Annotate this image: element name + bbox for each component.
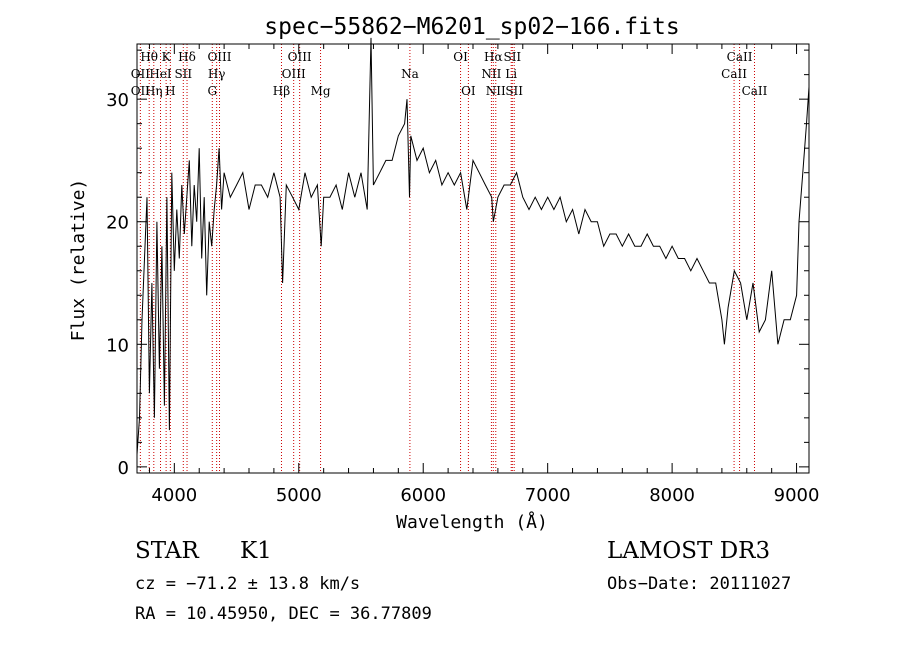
line-marker-label: OIII <box>282 67 306 81</box>
x-tick-label: 6000 <box>400 485 446 506</box>
line-markers <box>139 44 755 473</box>
redshift-value: cz = −71.2 ± 13.8 km/s <box>135 574 361 594</box>
spectral-subclass: K1 <box>240 538 272 564</box>
line-marker-label: Hγ <box>208 67 226 81</box>
y-tick-label: 0 <box>118 458 129 479</box>
x-tick-label: 4000 <box>151 485 197 506</box>
line-marker-label: Hη <box>145 84 163 98</box>
y-axis-label: Flux (relative) <box>68 179 89 342</box>
x-axis: 4000 5000 6000 7000 8000 9000 <box>148 44 820 506</box>
x-tick-label: 8000 <box>649 485 695 506</box>
line-marker-label: SII <box>174 67 192 81</box>
line-marker-label: OIII <box>207 50 231 64</box>
chart-title: spec−55862−M6201_sp02−166.fits <box>264 14 679 40</box>
line-marker-label: Hα <box>484 50 503 64</box>
line-marker-label: OII <box>131 84 151 98</box>
spectrum-series-line <box>136 37 810 455</box>
y-tick-label: 10 <box>106 335 129 356</box>
line-marker-label: HeI <box>149 67 172 81</box>
line-marker-label: K <box>162 50 172 64</box>
x-tick-label: 5000 <box>276 485 322 506</box>
line-marker-label: G <box>207 84 217 98</box>
line-marker-label: Li <box>505 67 517 81</box>
line-marker-label: Mg <box>311 84 331 98</box>
observation-date: Obs−Date: 20111027 <box>607 574 792 594</box>
line-marker-label: NII <box>481 67 501 81</box>
line-marker-label: SII <box>505 84 523 98</box>
y-tick-label: 30 <box>106 90 129 111</box>
line-marker-label: H <box>165 84 175 98</box>
y-tick-label: 20 <box>106 213 129 234</box>
line-marker-label: Hβ <box>273 84 290 98</box>
coordinates: RA = 10.45950, DEC = 36.77809 <box>135 604 432 624</box>
line-marker-label: Hθ <box>140 50 158 64</box>
line-marker-label: Na <box>401 67 419 81</box>
x-tick-label: 9000 <box>774 485 820 506</box>
line-marker-label: Hδ <box>178 50 196 64</box>
line-marker-label: SII <box>503 50 521 64</box>
y-axis: 0 10 20 30 <box>106 49 809 479</box>
x-tick-label: 7000 <box>525 485 571 506</box>
line-marker-label: OIII <box>288 50 312 64</box>
plot-frame <box>136 43 810 474</box>
object-class: STAR <box>135 538 199 564</box>
line-marker-label: OII <box>131 67 151 81</box>
x-axis-label: Wavelength (Å) <box>396 511 548 533</box>
line-marker-label: OI <box>453 50 468 64</box>
line-marker-label: CaII <box>721 67 747 81</box>
survey-name: LAMOST DR3 <box>607 538 771 564</box>
line-marker-label: NII <box>486 84 506 98</box>
line-marker-label: OI <box>461 84 476 98</box>
line-marker-labels: OII OII Hθ Hη HeI K H SII Hδ G Hγ OIII Hβ OIII OIII Mg N… <box>131 50 768 98</box>
line-marker-label: CaII <box>742 84 768 98</box>
line-marker-label: CaII <box>727 50 753 64</box>
